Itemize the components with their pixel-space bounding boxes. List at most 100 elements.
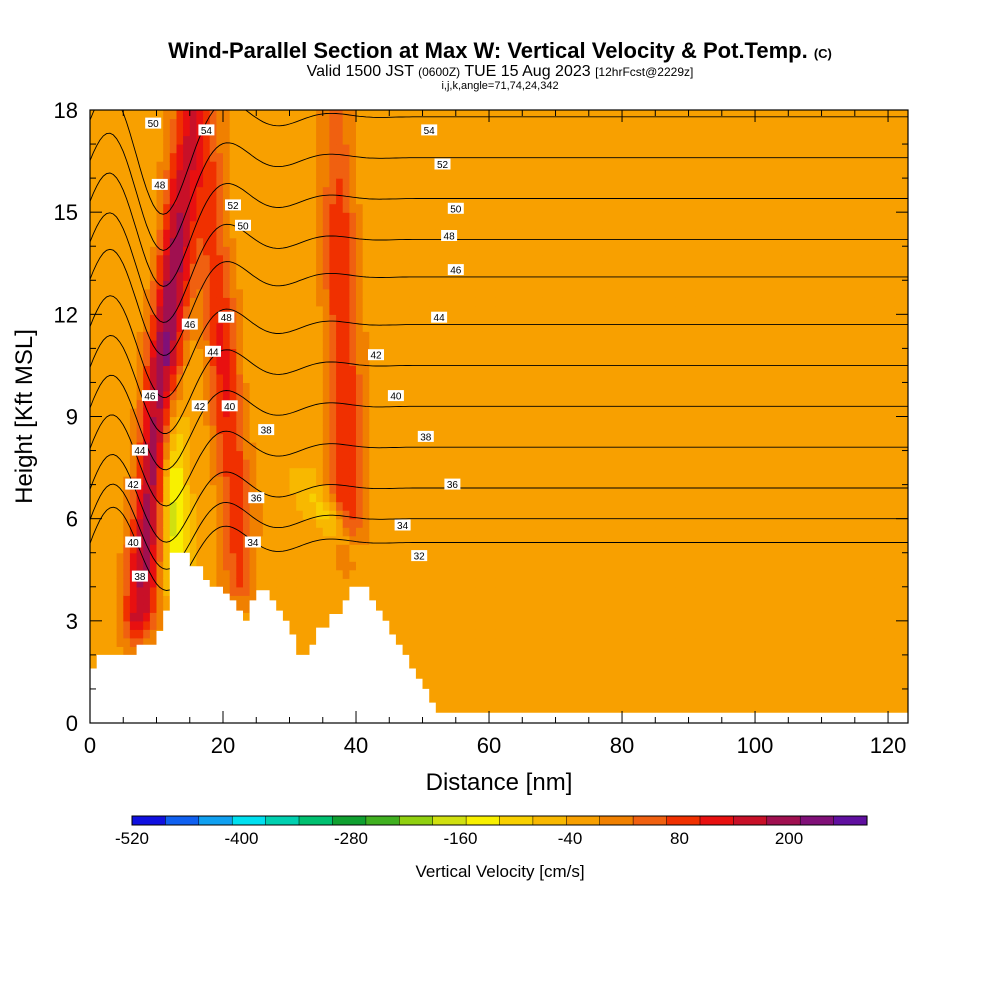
- velocity-cell: [409, 442, 417, 452]
- velocity-cell: [229, 212, 237, 222]
- velocity-cell: [249, 135, 257, 145]
- velocity-cell: [176, 118, 184, 128]
- velocity-cell: [309, 110, 317, 120]
- velocity-cell: [96, 254, 104, 264]
- velocity-cell: [223, 442, 231, 452]
- velocity-cell: [156, 220, 164, 230]
- velocity-cell: [229, 322, 237, 332]
- velocity-cell: [462, 203, 470, 213]
- velocity-cell: [509, 595, 517, 605]
- velocity-cell: [449, 527, 457, 537]
- velocity-cell: [482, 586, 490, 596]
- velocity-cell: [256, 527, 264, 537]
- velocity-cell: [415, 220, 424, 230]
- velocity-cell: [143, 373, 151, 383]
- velocity-cell: [356, 110, 364, 120]
- velocity-cell: [143, 544, 151, 554]
- velocity-cell: [342, 518, 350, 528]
- velocity-cell: [302, 229, 311, 239]
- velocity-cell: [243, 322, 251, 332]
- velocity-cell: [156, 288, 164, 298]
- velocity-cell: [475, 373, 483, 383]
- velocity-cell: [422, 399, 430, 409]
- velocity-cell: [389, 280, 397, 290]
- velocity-cell: [176, 493, 184, 503]
- velocity-cell: [475, 501, 483, 511]
- velocity-cell: [409, 391, 417, 401]
- velocity-cell: [249, 212, 257, 222]
- velocity-cell: [509, 484, 517, 494]
- velocity-cell: [449, 356, 457, 366]
- velocity-cell: [269, 391, 277, 401]
- velocity-cell: [276, 603, 284, 613]
- velocity-cell: [382, 442, 390, 452]
- velocity-cell: [249, 280, 257, 290]
- velocity-cell: [163, 237, 171, 247]
- velocity-cell: [402, 288, 410, 298]
- velocity-cell: [369, 408, 377, 418]
- velocity-cell: [542, 688, 550, 698]
- velocity-cell: [535, 212, 543, 222]
- velocity-cell: [462, 527, 470, 537]
- velocity-cell: [376, 484, 384, 494]
- velocity-cell: [362, 476, 370, 486]
- velocity-cell: [535, 322, 543, 332]
- velocity-cell: [149, 476, 158, 486]
- velocity-cell: [116, 578, 124, 588]
- velocity-cell: [389, 365, 397, 375]
- velocity-cell: [296, 254, 304, 264]
- velocity-cell: [395, 161, 404, 171]
- velocity-cell: [489, 322, 497, 332]
- velocity-cell: [389, 305, 397, 315]
- velocity-cell: [103, 629, 111, 639]
- velocity-cell: [123, 510, 131, 520]
- velocity-cell: [475, 476, 483, 486]
- velocity-cell: [462, 416, 470, 426]
- velocity-cell: [495, 339, 503, 349]
- velocity-cell: [103, 297, 111, 307]
- velocity-cell: [196, 518, 204, 528]
- velocity-cell: [203, 305, 211, 315]
- velocity-cell: [502, 671, 510, 681]
- velocity-cell: [522, 569, 530, 579]
- velocity-cell: [329, 314, 337, 324]
- velocity-cell: [209, 493, 217, 503]
- velocity-cell: [469, 110, 477, 120]
- velocity-cell: [302, 467, 311, 477]
- velocity-cell: [129, 467, 138, 477]
- velocity-cell: [236, 544, 244, 554]
- velocity-cell: [269, 595, 277, 605]
- velocity-cell: [136, 203, 144, 213]
- velocity-cell: [322, 595, 331, 605]
- velocity-cell: [136, 271, 144, 281]
- velocity-cell: [409, 578, 417, 588]
- velocity-cell: [209, 237, 217, 247]
- velocity-cell: [163, 552, 171, 562]
- velocity-cell: [409, 263, 417, 273]
- velocity-cell: [528, 391, 537, 401]
- velocity-cell: [462, 178, 470, 188]
- velocity-cell: [223, 356, 231, 366]
- velocity-cell: [103, 348, 111, 358]
- velocity-cell: [422, 254, 430, 264]
- velocity-cell: [189, 254, 198, 264]
- velocity-cell: [422, 314, 430, 324]
- velocity-cell: [475, 680, 483, 690]
- velocity-cell: [409, 178, 417, 188]
- velocity-cell: [415, 459, 424, 469]
- velocity-cell: [169, 467, 178, 477]
- velocity-cell: [196, 118, 204, 128]
- velocity-cell: [282, 612, 291, 622]
- velocity-cell: [163, 110, 171, 120]
- velocity-cell: [149, 544, 158, 554]
- velocity-cell: [269, 263, 277, 273]
- velocity-cell: [129, 220, 138, 230]
- velocity-cell: [209, 271, 217, 281]
- velocity-cell: [90, 450, 98, 460]
- velocity-cell: [329, 135, 337, 145]
- velocity-cell: [548, 646, 557, 656]
- velocity-cell: [442, 459, 450, 469]
- velocity-cell: [123, 450, 131, 460]
- velocity-cell: [116, 246, 124, 256]
- velocity-cell: [489, 620, 497, 630]
